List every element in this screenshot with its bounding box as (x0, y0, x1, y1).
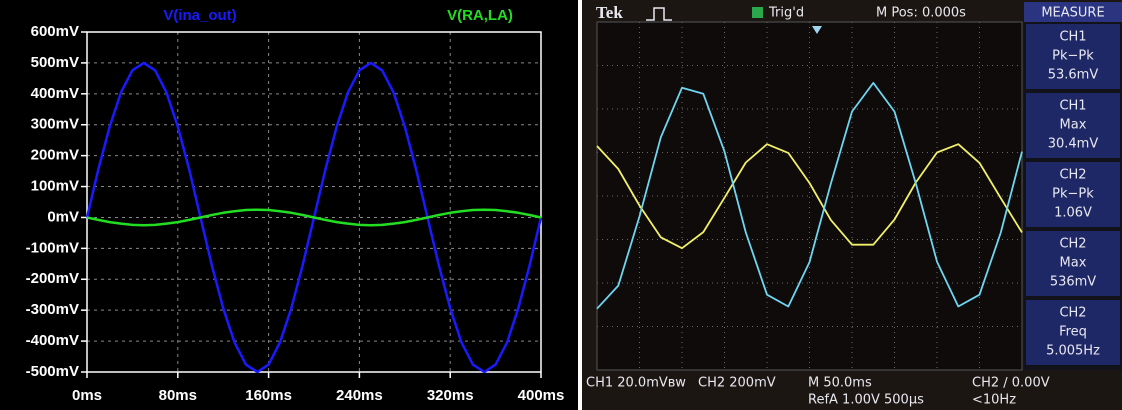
timebase: M 50.0ms (808, 376, 872, 391)
measure-value: 536mV (1050, 275, 1096, 290)
measure-title: MEASURE (1041, 6, 1104, 21)
legend-entry: V(RA,LA) (447, 7, 513, 24)
trig-icon (752, 7, 763, 18)
y-tick-label: 400mV (31, 85, 79, 102)
y-tick-label: -100mV (26, 239, 79, 256)
y-tick-label: 100mV (31, 178, 79, 195)
measure-name: Pk−Pk (1052, 49, 1094, 64)
x-tick-label: 0ms (72, 387, 102, 404)
measure-channel: CH2 (1059, 168, 1086, 183)
y-tick-label: 0mV (47, 208, 79, 225)
trig-status: Trig'd (768, 6, 804, 21)
y-tick-label: 200mV (31, 147, 79, 164)
y-tick-label: 300mV (31, 116, 79, 133)
measure-name: Max (1060, 256, 1087, 271)
measure-name: Freq (1059, 325, 1087, 340)
measure-value: 5.005Hz (1046, 344, 1100, 359)
x-tick-label: 160ms (245, 387, 292, 404)
x-tick-label: 400ms (518, 387, 565, 404)
measure-value: 53.6mV (1048, 68, 1099, 83)
y-tick-label: -500mV (26, 363, 79, 380)
measure-channel: CH2 (1059, 306, 1086, 321)
ref-setting: RefA 1.00V 500µs (808, 393, 924, 408)
y-tick-label: -400mV (26, 332, 79, 349)
y-tick-label: -300mV (26, 301, 79, 318)
ch1-setting: CH1 20.0mVʙw (586, 376, 686, 391)
x-tick-label: 80ms (159, 387, 197, 404)
measure-channel: CH1 (1059, 99, 1086, 114)
measure-channel: CH2 (1059, 237, 1086, 252)
ch2-setting: CH2 200mV (698, 376, 776, 391)
y-tick-label: 600mV (31, 23, 79, 40)
brand: Tek (596, 3, 623, 22)
legend-entry: V(ina_out) (163, 7, 236, 24)
y-tick-label: -200mV (26, 270, 79, 287)
x-tick-label: 320ms (427, 387, 474, 404)
measure-value: 1.06V (1054, 206, 1092, 221)
y-tick-label: 500mV (31, 54, 79, 71)
x-tick-label: 240ms (336, 387, 383, 404)
measure-channel: CH1 (1059, 30, 1086, 45)
trigger-setting: CH2 ∕ 0.00V (972, 376, 1050, 391)
freq-readout: <10Hz (972, 393, 1016, 408)
measure-name: Pk−Pk (1052, 187, 1094, 202)
measure-name: Max (1060, 118, 1087, 133)
figure: MEASURE Tek Trig'd M Pos: 0.000s CH1 20.… (0, 0, 1122, 410)
position: M Pos: 0.000s (876, 6, 966, 21)
measure-value: 30.4mV (1048, 137, 1099, 152)
